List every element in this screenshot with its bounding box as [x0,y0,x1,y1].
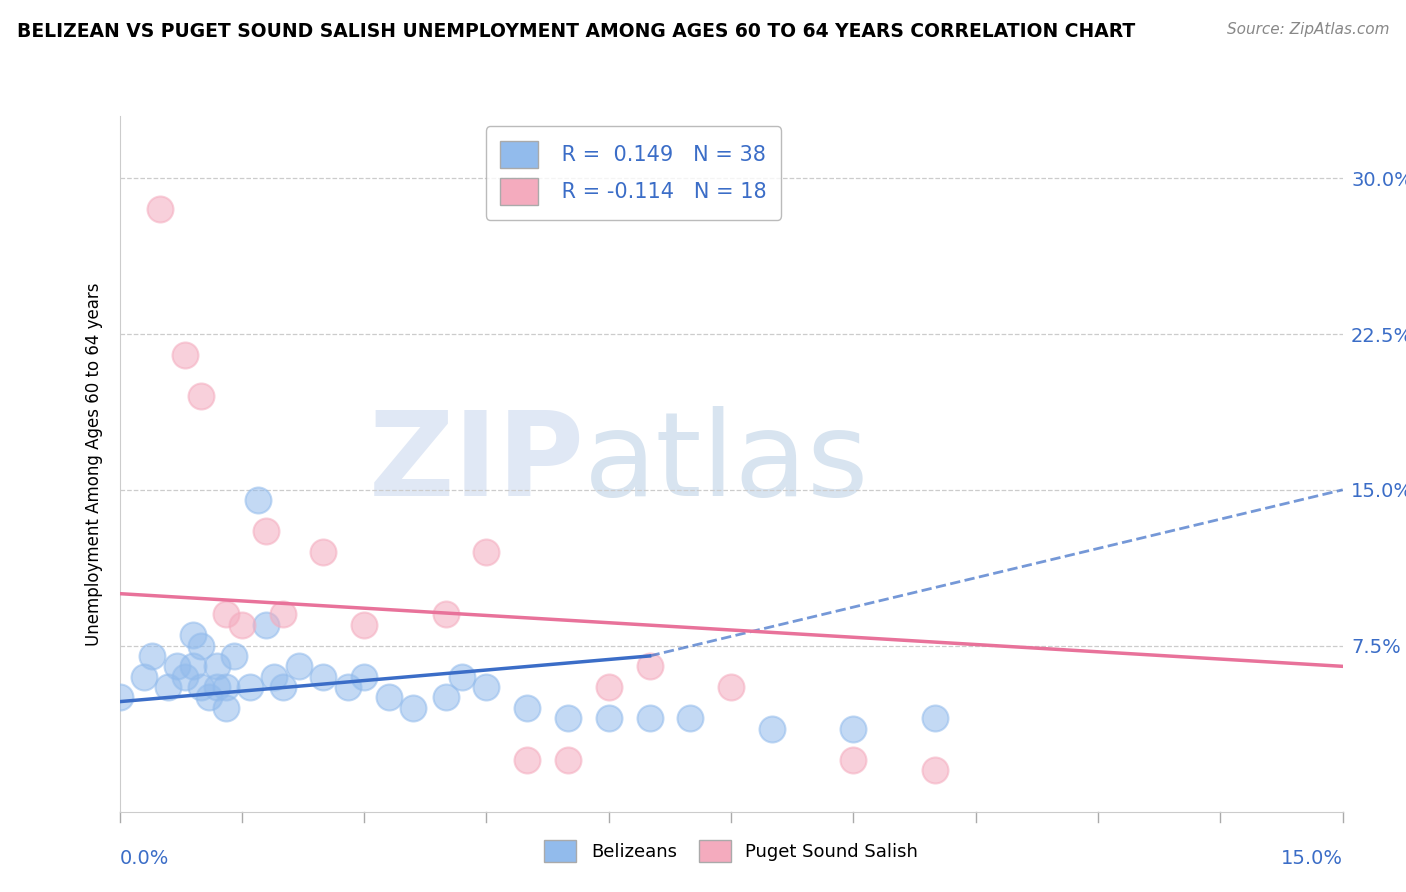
Point [271,680,294,694]
Point [638,659,661,673]
Point [516,701,538,715]
Point [173,348,195,362]
Point [434,607,457,622]
Point [271,607,294,622]
Point [207,680,229,694]
Point [132,670,155,684]
Text: Source: ZipAtlas.com: Source: ZipAtlas.com [1226,22,1389,37]
Point [214,701,236,715]
Point [353,617,375,632]
Point [198,690,221,705]
Point [214,607,236,622]
Point [190,680,212,694]
Point [402,701,425,715]
Point [475,680,498,694]
Point [312,545,335,559]
Point [288,659,311,673]
Point [149,202,172,217]
Point [231,617,253,632]
Point [353,670,375,684]
Point [181,659,204,673]
Point [312,670,335,684]
Text: BELIZEAN VS PUGET SOUND SALISH UNEMPLOYMENT AMONG AGES 60 TO 64 YEARS CORRELATIO: BELIZEAN VS PUGET SOUND SALISH UNEMPLOYM… [17,22,1135,41]
Point [451,670,474,684]
Text: 0.0%: 0.0% [120,849,169,868]
Point [141,648,163,663]
Point [842,722,865,736]
Point [598,711,620,725]
Point [475,545,498,559]
Point [924,711,946,725]
Point [247,493,270,508]
Point [516,753,538,767]
Point [598,680,620,694]
Point [557,711,579,725]
Legend: Belizeans, Puget Sound Salish: Belizeans, Puget Sound Salish [537,832,925,869]
Point [173,670,195,684]
Point [557,753,579,767]
Point [434,690,457,705]
Point [638,711,661,725]
Point [254,524,277,539]
Point [181,628,204,642]
Text: ZIP: ZIP [368,407,585,521]
Point [924,763,946,777]
Point [166,659,188,673]
Point [239,680,262,694]
Point [254,617,277,632]
Point [108,690,131,705]
Point [720,680,742,694]
Text: 15.0%: 15.0% [1281,849,1343,868]
Point [207,659,229,673]
Y-axis label: Unemployment Among Ages 60 to 64 years: Unemployment Among Ages 60 to 64 years [84,282,103,646]
Point [157,680,180,694]
Point [214,680,236,694]
Point [336,680,359,694]
Point [190,639,212,653]
Text: atlas: atlas [585,407,870,521]
Point [263,670,285,684]
Point [842,753,865,767]
Point [190,389,212,403]
Point [222,648,245,663]
Point [679,711,702,725]
Point [761,722,783,736]
Point [377,690,399,705]
